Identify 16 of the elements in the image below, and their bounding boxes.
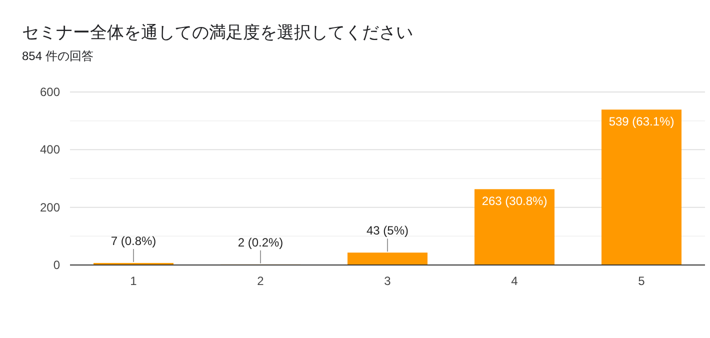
- y-tick-label: 600: [40, 85, 60, 99]
- x-tick-label: 5: [638, 274, 646, 288]
- title: セミナー全体を通しての満足度を選択してください: [22, 23, 413, 42]
- x-tick-label: 3: [384, 274, 392, 288]
- data-label: 539 (63.1%): [608, 114, 674, 129]
- x-tick-label: 4: [511, 274, 518, 288]
- data-label: 43 (5%): [366, 224, 409, 238]
- data-label: 2 (0.2%): [238, 235, 284, 250]
- subtitle: 854 件の回答: [22, 49, 94, 63]
- x-tick-label: 2: [257, 274, 264, 288]
- y-tick-label: 200: [40, 200, 60, 214]
- y-tick-label: 400: [40, 142, 60, 157]
- data-label: 7 (0.8%): [110, 234, 156, 248]
- x-tick-label: 1: [130, 274, 138, 288]
- y-tick-label: 0: [53, 258, 60, 272]
- data-label: 263 (30.8%): [482, 194, 548, 208]
